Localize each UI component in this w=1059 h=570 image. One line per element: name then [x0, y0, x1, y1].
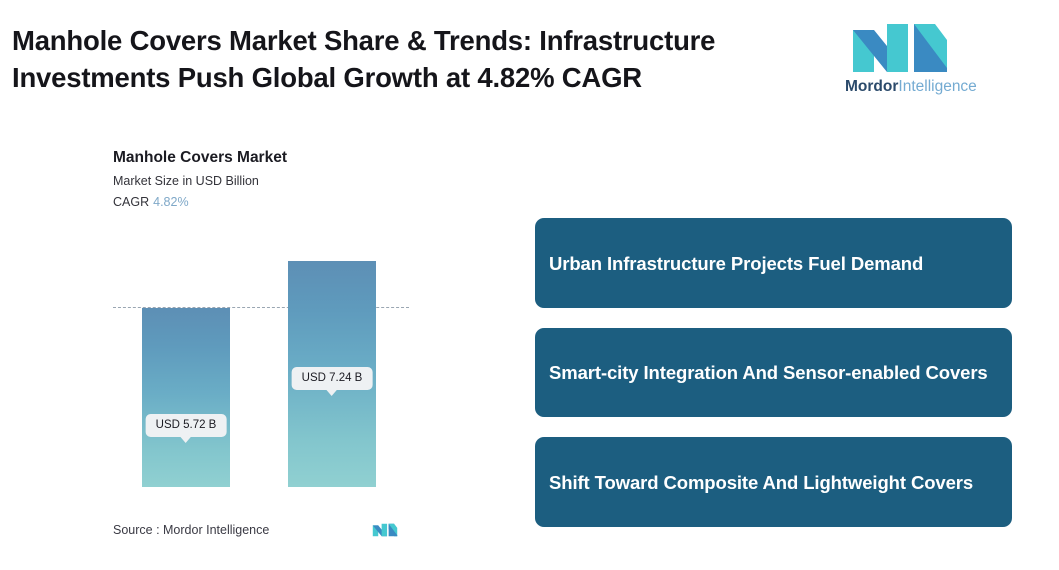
mordor-intelligence-mark-icon-small — [372, 523, 398, 537]
cagr-label: CAGR — [113, 195, 150, 209]
brand-wordmark: MordorIntelligence — [845, 78, 977, 96]
insight-card-3-text: Shift Toward Composite And Lightweight C… — [549, 471, 974, 493]
brand-name-primary: Mordor — [845, 78, 899, 95]
chart-title: Manhole Covers Market — [113, 149, 287, 166]
page-title: Manhole Covers Market Share & Trends: In… — [12, 25, 716, 93]
bar-value-badge-2025: USD 5.72 B — [145, 414, 227, 443]
source-row: Source : Mordor Intelligence — [113, 522, 398, 538]
cagr-value: 4.82% — [153, 195, 189, 209]
insight-card-1-text: Urban Infrastructure Projects Fuel Deman… — [549, 252, 924, 274]
source-text: Source : Mordor Intelligence — [113, 523, 270, 537]
insight-card-3[interactable]: Shift Toward Composite And Lightweight C… — [535, 437, 1012, 527]
bar-value-badge-2030: USD 7.24 B — [291, 367, 373, 396]
mordor-intelligence-mark-icon — [853, 24, 947, 72]
brand-name-secondary: Intelligence — [898, 78, 977, 95]
chart-cagr: CAGR 4.82% — [113, 195, 189, 209]
chart-subtitle: Market Size in USD Billion — [113, 174, 259, 188]
reference-line — [113, 307, 409, 308]
brand-logo: MordorIntelligence — [845, 22, 977, 100]
bar-chart-plot-area: USD 5.72 B USD 7.24 B 2025 2030 — [0, 130, 470, 560]
chart-panel: Manhole Covers Market Market Size in USD… — [0, 130, 470, 560]
insight-card-2-text: Smart-city Integration And Sensor-enable… — [549, 362, 988, 383]
bar-2025 — [142, 308, 230, 487]
insight-card-1[interactable]: Urban Infrastructure Projects Fuel Deman… — [535, 218, 1012, 308]
insight-card-2[interactable]: Smart-city Integration And Sensor-enable… — [535, 328, 1012, 417]
insight-cards: Urban Infrastructure Projects Fuel Deman… — [535, 218, 1012, 527]
